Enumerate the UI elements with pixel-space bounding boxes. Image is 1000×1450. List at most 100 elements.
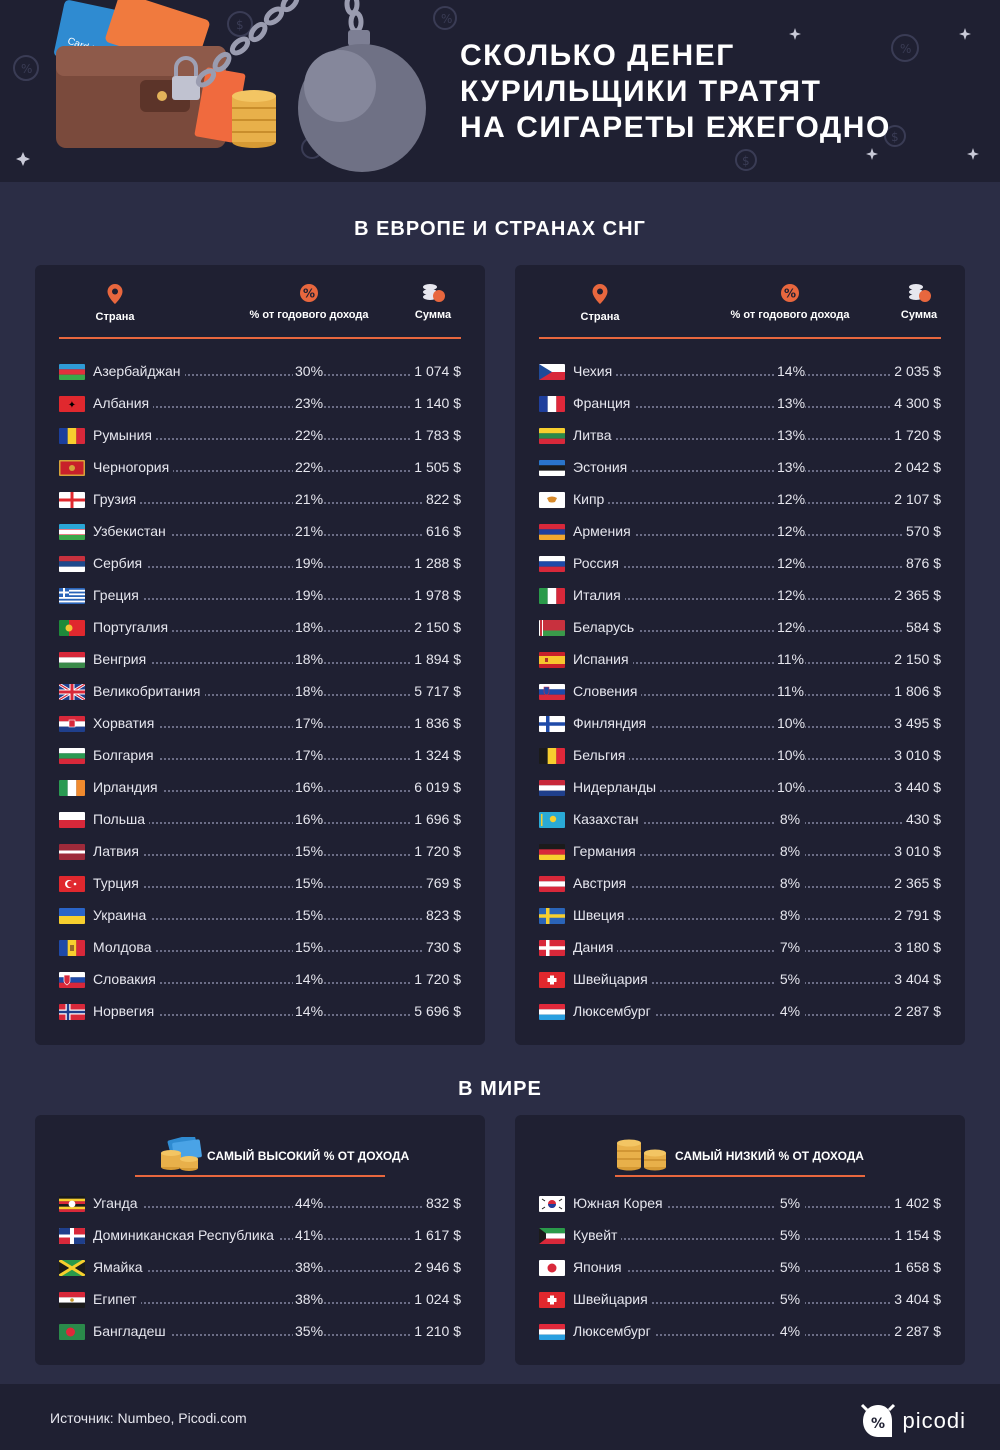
- table-row: Люксембург 4% 2 287 $: [539, 1323, 941, 1355]
- sum-value: 3 440 $: [890, 779, 941, 795]
- flag-ug-icon: [59, 1196, 85, 1212]
- country-name: Литва: [573, 427, 616, 443]
- country-name: Румыния: [93, 427, 157, 443]
- column-header-country: Страна: [90, 283, 140, 323]
- dot-leader: [573, 1270, 941, 1272]
- wallet-icon: [56, 46, 226, 148]
- header-divider: [135, 1175, 385, 1177]
- flag-se-icon: [539, 908, 565, 924]
- dot-leader: [573, 502, 941, 504]
- dot-leader: [573, 854, 941, 856]
- country-name: Норвегия: [93, 1003, 159, 1019]
- percent-value: 12%: [775, 619, 806, 635]
- dot-leader: [573, 470, 941, 472]
- coin-stack-icon: [232, 90, 276, 148]
- percent-value: 15%: [293, 843, 324, 859]
- dot-leader: [573, 662, 941, 664]
- table-row: Франция 13% 4 300 $: [539, 395, 941, 427]
- sum-value: 584 $: [901, 619, 941, 635]
- header-divider: [59, 337, 461, 339]
- flag-lu-icon: [539, 1004, 565, 1020]
- picodi-logo-icon: %: [860, 1403, 895, 1437]
- percent-value: 41%: [293, 1227, 324, 1243]
- sum-value: 430 $: [901, 811, 941, 827]
- dot-leader: [93, 982, 461, 984]
- coin-stack-icon: [617, 1139, 666, 1171]
- dot-leader: [93, 1302, 461, 1304]
- dot-leader: [573, 1014, 941, 1016]
- table-row: Румыния 22% 1 783 $: [59, 427, 461, 459]
- flag-lv-icon: [59, 844, 85, 860]
- sum-value: 1 720 $: [410, 971, 461, 987]
- svg-text:%: %: [871, 1416, 885, 1432]
- percent-value: 22%: [293, 459, 324, 475]
- table-row: Армения 12% 570 $: [539, 523, 941, 555]
- percent-value: 5%: [775, 1195, 805, 1211]
- dot-leader: [573, 822, 941, 824]
- flag-ie-icon: [59, 780, 85, 796]
- country-name: Нидерланды: [573, 779, 661, 795]
- flag-pl-icon: [59, 812, 85, 828]
- percent-value: 11%: [775, 683, 805, 699]
- country-name: Молдова: [93, 939, 156, 955]
- flag-kw-icon: [539, 1228, 565, 1244]
- picodi-logo: % picodi: [859, 1402, 966, 1440]
- svg-text:%: %: [900, 42, 911, 56]
- percent-value: 38%: [293, 1291, 324, 1307]
- flag-gb-icon: [59, 684, 85, 700]
- flag-jm-icon: [59, 1260, 85, 1276]
- table-row: Португалия 18% 2 150 $: [59, 619, 461, 651]
- country-name: Дания: [573, 939, 618, 955]
- dot-leader: [573, 566, 941, 568]
- sum-value: 769 $: [421, 875, 461, 891]
- table-body: Азербайджан 30% 1 074 $ ✦ Албания 23% 1 140 $ Р…: [59, 363, 461, 1035]
- sum-value: 1 720 $: [410, 843, 461, 859]
- country-name: Кувейт: [573, 1227, 622, 1243]
- dot-leader: [93, 886, 461, 888]
- percent-value: 8%: [775, 843, 805, 859]
- country-name: Украина: [93, 907, 151, 923]
- dot-leader: [93, 598, 461, 600]
- flag-hr-icon: [59, 716, 85, 732]
- svg-text:%: %: [303, 287, 315, 301]
- svg-text:%: %: [441, 12, 452, 26]
- sum-value: 5 696 $: [410, 1003, 461, 1019]
- dot-leader: [93, 854, 461, 856]
- country-name: Словения: [573, 683, 642, 699]
- highest-label: САМЫЙ ВЫСОКИЙ % ОТ ДОХОДА: [207, 1149, 410, 1163]
- flag-fi-icon: [539, 716, 565, 732]
- sum-value: 822 $: [421, 491, 461, 507]
- dot-leader: [93, 950, 461, 952]
- percent-value: 5%: [775, 1259, 805, 1275]
- dot-leader: [573, 918, 941, 920]
- dot-leader: [93, 630, 461, 632]
- svg-text:%: %: [21, 62, 32, 76]
- title-line: СКОЛЬКО ДЕНЕГ: [460, 39, 735, 72]
- flag-at-icon: [539, 876, 565, 892]
- country-name: Египет: [93, 1291, 141, 1307]
- svg-text:$: $: [742, 154, 750, 168]
- sum-value: 3 180 $: [890, 939, 941, 955]
- dot-leader: [573, 438, 941, 440]
- page-title: СКОЛЬКО ДЕНЕГ КУРИЛЬЩИКИ ТРАТЯТ НА СИГАР…: [460, 38, 891, 146]
- sum-value: 1 894 $: [410, 651, 461, 667]
- column-header-sum: Сумма: [407, 283, 459, 321]
- header-illustration: %$% %$$ Card Ho: [13, 0, 979, 172]
- table-row: Доминиканская Республика 41% 1 617 $: [59, 1227, 461, 1259]
- table-row: Австрия 8% 2 365 $: [539, 875, 941, 907]
- table-row: Молдова 15% 730 $: [59, 939, 461, 971]
- table-row: Россия 12% 876 $: [539, 555, 941, 587]
- country-name: Уганда: [93, 1195, 142, 1211]
- dot-leader: [573, 1334, 941, 1336]
- dot-leader: [93, 406, 461, 408]
- sum-value: 616 $: [421, 523, 461, 539]
- percent-value: 13%: [775, 427, 806, 443]
- percent-value: 14%: [293, 1003, 324, 1019]
- percent-value: 8%: [775, 811, 805, 827]
- dot-leader: [573, 694, 941, 696]
- dot-leader: [93, 758, 461, 760]
- table-row: Литва 13% 1 720 $: [539, 427, 941, 459]
- flag-tr-icon: [59, 876, 85, 892]
- country-name: Узбекистан: [93, 523, 170, 539]
- flag-si-icon: [539, 684, 565, 700]
